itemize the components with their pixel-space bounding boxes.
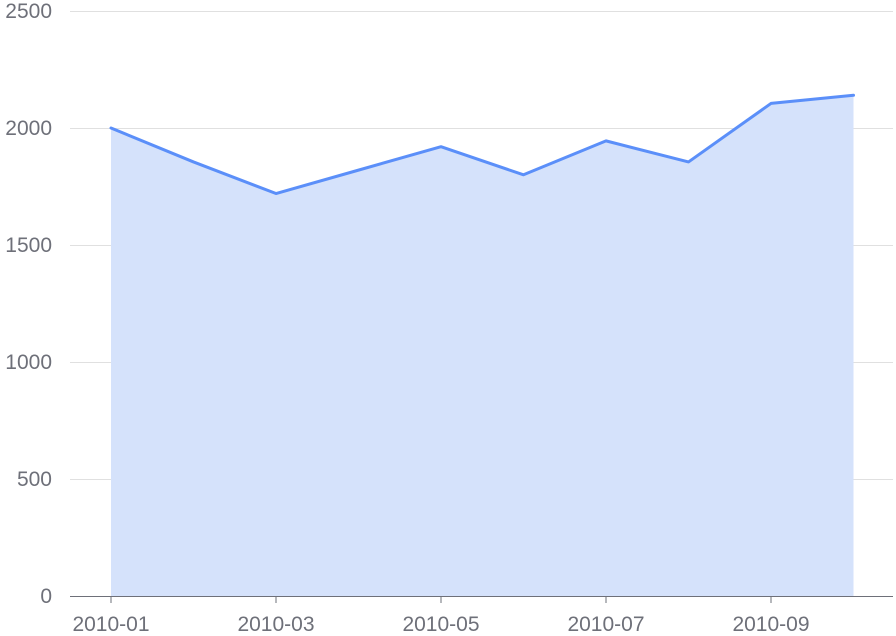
x-tick-label: 2010-03 <box>237 613 314 636</box>
y-tick-label: 0 <box>40 585 52 608</box>
y-tick-label: 1500 <box>5 234 52 257</box>
series-line <box>109 93 855 196</box>
x-tick-label: 2010-09 <box>732 613 809 636</box>
label-layer: 0 500 1000 1500 2000 2500 2010-01 2010-03 2010-0… <box>5 0 809 636</box>
y-tick-label: 2500 <box>5 0 52 23</box>
series-area-fill <box>111 95 854 597</box>
y-tick-label: 500 <box>17 468 52 491</box>
area-layer <box>111 95 854 597</box>
y-tick-label: 2000 <box>5 117 52 140</box>
x-tick-label: 2010-01 <box>72 613 149 636</box>
line-layer <box>109 93 855 196</box>
axis-layer <box>70 596 893 603</box>
y-tick-label: 1000 <box>5 351 52 374</box>
x-tick-label: 2010-05 <box>402 613 479 636</box>
x-tick-label: 2010-07 <box>567 613 644 636</box>
